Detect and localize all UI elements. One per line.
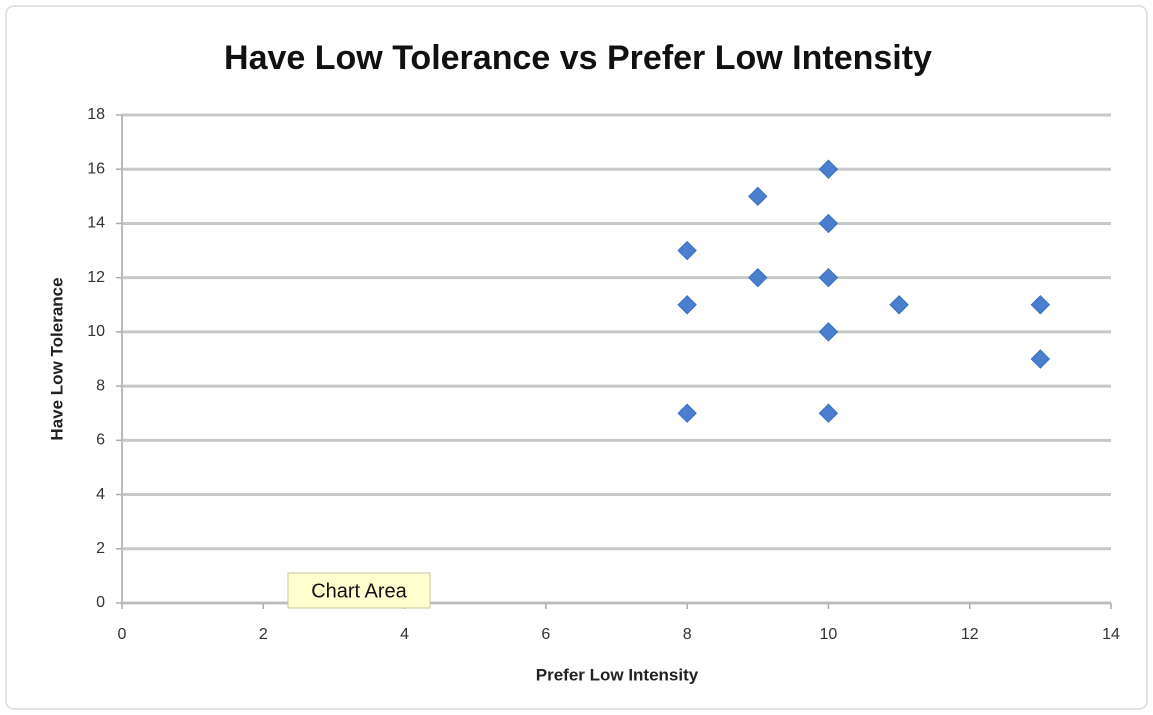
scatter-point: [748, 186, 768, 207]
scatter-point: [677, 295, 697, 315]
tooltip: Chart Area: [287, 572, 431, 609]
chart-title: Have Low Tolerance vs Prefer Low Intensi…: [224, 39, 932, 77]
x-tick-label: 2: [259, 626, 268, 643]
y-tick-label: 8: [96, 377, 105, 394]
scatter-point: [1030, 295, 1051, 315]
y-tick-label: 12: [87, 269, 105, 286]
x-tick-label: 6: [541, 626, 550, 643]
scatter-point: [677, 240, 697, 261]
scatter-point: [818, 322, 839, 342]
y-tick-label: 14: [87, 215, 105, 232]
x-axis-label: Prefer Low Intensity: [536, 665, 699, 684]
plot-area: 0 2 4 6 8 10 12 14 16 18 0 2 4 6 8 10 12 14: [87, 106, 1120, 643]
scatter-point: [818, 159, 839, 179]
scatter-point: [889, 295, 909, 315]
tooltip-text: Chart Area: [311, 580, 407, 602]
x-tick-label: 0: [118, 626, 127, 643]
x-tick-label: 14: [1102, 626, 1120, 643]
x-tick-label: 4: [400, 626, 409, 643]
y-tick-label: 0: [96, 594, 105, 611]
y-tick-label: 18: [87, 106, 105, 123]
x-tick-label: 8: [683, 626, 692, 643]
scatter-point: [677, 403, 697, 423]
y-axis-label: Have Low Tolerance: [47, 277, 66, 440]
scatter-point: [818, 403, 839, 423]
scatter-point: [818, 213, 839, 234]
y-tick-label: 6: [96, 432, 105, 449]
scatter-point: [748, 267, 768, 288]
scatter-point: [1030, 349, 1051, 369]
y-tick-label: 2: [96, 540, 105, 557]
y-tick-label: 10: [87, 323, 105, 340]
y-tick-label: 16: [87, 160, 105, 177]
x-tick-label: 12: [961, 626, 979, 643]
y-tick-label: 4: [96, 486, 105, 503]
x-tick-label: 10: [820, 626, 838, 643]
tooltip-box: [287, 572, 431, 609]
chart-frame: [5, 5, 1148, 710]
scatter-point: [818, 267, 839, 288]
